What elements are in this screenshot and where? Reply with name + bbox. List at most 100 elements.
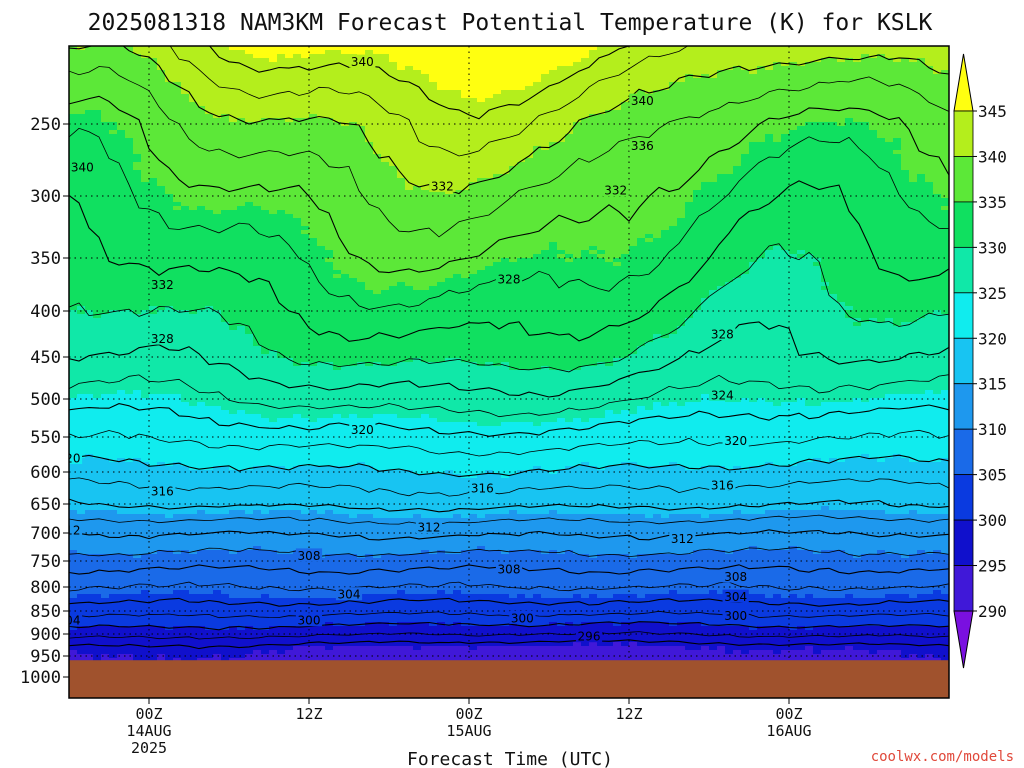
band-cell [125, 506, 134, 511]
band-cell [253, 366, 262, 371]
band-cell [133, 430, 142, 435]
band-cell [293, 546, 302, 551]
band-cell [253, 546, 262, 551]
band-cell [181, 278, 190, 283]
band-cell [237, 122, 246, 127]
band-cell [277, 438, 286, 443]
band-cell [69, 218, 78, 223]
band-cell [181, 246, 190, 251]
band-cell [261, 382, 270, 387]
band-cell [229, 74, 238, 79]
band-cell [301, 654, 310, 659]
band-cell [189, 298, 198, 303]
band-cell [69, 294, 78, 299]
band-cell [133, 58, 142, 63]
band-cell [189, 390, 198, 395]
band-cell [213, 486, 222, 491]
band-cell [85, 638, 94, 643]
band-cell [85, 538, 94, 543]
band-cell [285, 266, 294, 271]
band-cell [69, 550, 78, 555]
band-cell [125, 650, 134, 655]
band-cell [141, 426, 150, 431]
band-cell [77, 574, 86, 579]
band-cell [213, 98, 222, 103]
band-cell [197, 110, 206, 115]
band-cell [85, 450, 94, 455]
band-cell [221, 458, 230, 463]
band-cell [149, 262, 158, 267]
band-cell [205, 390, 214, 395]
band-cell [157, 434, 166, 439]
band-cell [197, 586, 206, 591]
band-cell [261, 86, 270, 91]
band-cell [221, 402, 230, 407]
band-cell [189, 598, 198, 603]
band-cell [157, 366, 166, 371]
band-cell [133, 538, 142, 543]
band-cell [149, 150, 158, 155]
band-cell [141, 250, 150, 255]
band-cell [293, 386, 302, 391]
band-cell [101, 238, 110, 243]
band-cell [285, 526, 294, 531]
band-cell [109, 646, 118, 651]
band-cell [141, 594, 150, 599]
band-cell [205, 306, 214, 311]
band-cell [221, 530, 230, 535]
band-cell [117, 398, 126, 403]
band-cell [213, 358, 222, 363]
band-cell [229, 534, 238, 539]
band-cell [221, 450, 230, 455]
band-cell [117, 126, 126, 131]
band-cell [221, 554, 230, 559]
band-cell [205, 538, 214, 543]
band-cell [149, 582, 158, 587]
band-cell [277, 110, 286, 115]
band-cell [205, 50, 214, 55]
band-cell [285, 290, 294, 295]
band-cell [277, 374, 286, 379]
band-cell [173, 438, 182, 443]
band-cell [269, 286, 278, 291]
band-cell [293, 70, 302, 75]
band-cell [293, 570, 302, 575]
band-cell [221, 282, 230, 287]
band-cell [157, 350, 166, 355]
band-cell [229, 654, 238, 659]
band-cell [253, 106, 262, 111]
band-cell [69, 330, 78, 335]
band-cell [309, 174, 318, 179]
band-cell [165, 650, 174, 655]
band-cell [261, 294, 270, 299]
band-cell [221, 90, 230, 95]
band-cell [109, 78, 118, 83]
band-cell [213, 290, 222, 295]
band-cell [181, 510, 190, 515]
band-cell [229, 382, 238, 387]
band-cell [189, 234, 198, 239]
band-cell [285, 66, 294, 71]
band-cell [237, 410, 246, 415]
band-cell [261, 374, 270, 379]
band-cell [205, 498, 214, 503]
band-cell [309, 226, 318, 231]
band-cell [293, 270, 302, 275]
band-cell [269, 250, 278, 255]
band-cell [85, 346, 94, 351]
band-cell [77, 282, 86, 287]
band-cell [309, 134, 318, 139]
band-cell [253, 378, 262, 383]
band-cell [149, 438, 158, 443]
band-cell [125, 214, 134, 219]
band-cell [213, 414, 222, 419]
band-cell [197, 234, 206, 239]
band-cell [237, 394, 246, 399]
band-cell [109, 46, 118, 51]
band-cell [221, 542, 230, 547]
band-cell [221, 406, 230, 411]
band-cell [77, 598, 86, 603]
band-cell [269, 334, 278, 339]
band-cell [69, 270, 78, 275]
band-cell [189, 314, 198, 319]
